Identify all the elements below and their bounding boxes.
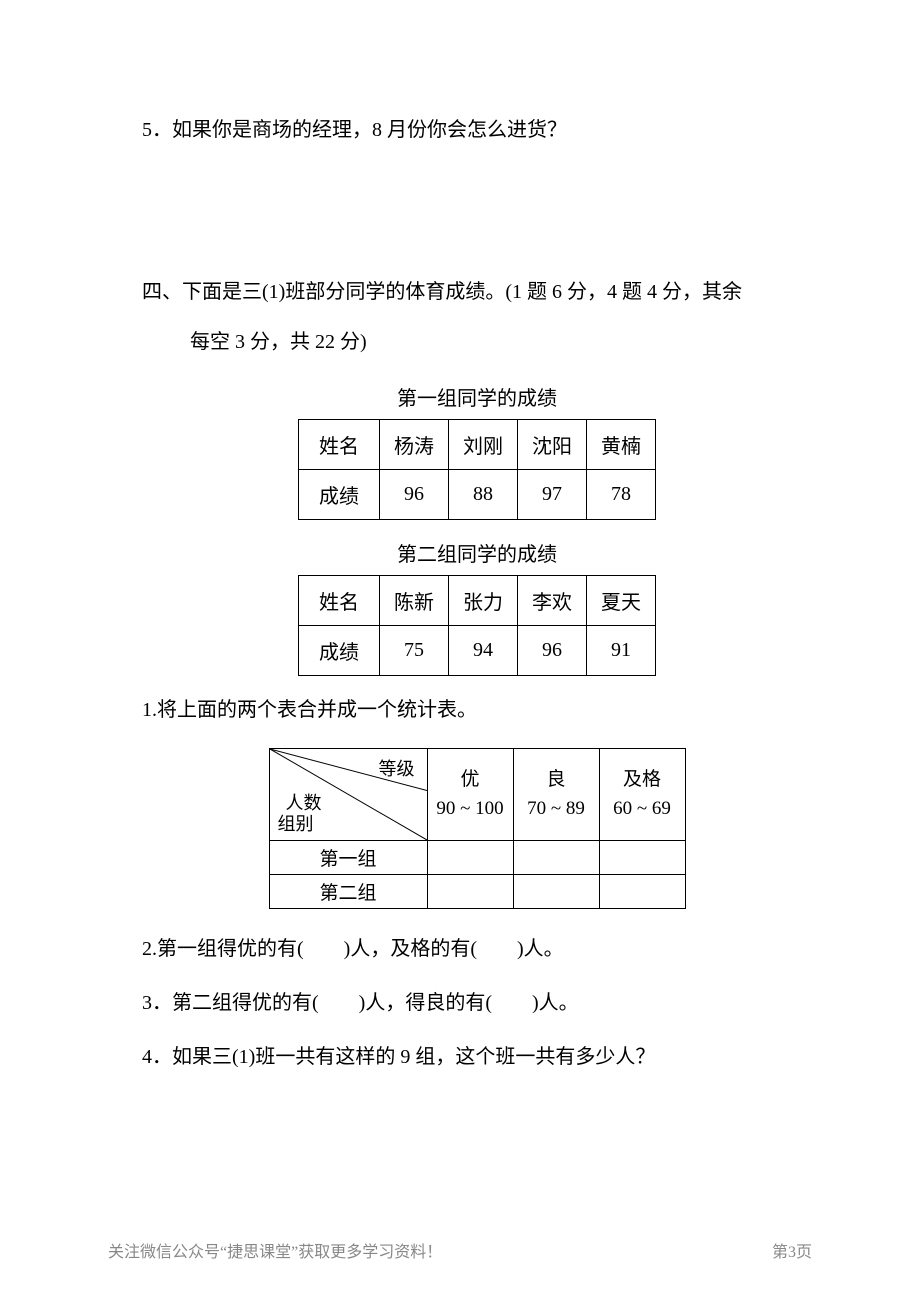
table-cell: 97 [518,470,587,520]
grade-header: 及格 60 ~ 69 [599,749,685,841]
table-cell: 75 [380,626,449,676]
table-row: 等级 人数 组别 优 90 ~ 100 良 70 ~ 89 及格 60 ~ 69 [269,749,685,841]
question-3: 3．第二组得优的有( )人，得良的有( )人。 [142,987,812,1019]
table-cell [427,841,513,875]
table-cell [427,875,513,909]
table-row: 成绩 96 88 97 78 [299,470,656,520]
table-cell: 91 [587,626,656,676]
section-4-subtitle: 每空 3 分，共 22 分) [142,326,812,358]
table-row: 姓名 杨涛 刘刚 沈阳 黄楠 [299,420,656,470]
table-cell: 姓名 [299,576,380,626]
grade-name: 良 [546,769,565,790]
table-cell: 夏天 [587,576,656,626]
table-cell [599,875,685,909]
grade-name: 优 [460,769,479,790]
table-row: 姓名 陈新 张力 李欢 夏天 [299,576,656,626]
table-cell: 成绩 [299,470,380,520]
footer-right: 第3页 [772,1238,812,1262]
diag-label-bot: 组别 [278,810,314,836]
footer-left: 关注微信公众号“捷思课堂”获取更多学习资料！ [108,1238,442,1262]
table-cell: 96 [380,470,449,520]
question-1: 1.将上面的两个表合并成一个统计表。 [142,694,812,726]
grade-header: 优 90 ~ 100 [427,749,513,841]
group-label: 第二组 [269,875,427,909]
table-row: 第一组 [269,841,685,875]
section-4-title: 四、下面是三(1)班部分同学的体育成绩。(1 题 6 分，4 题 4 分，其余 [142,276,812,308]
table-cell: 刘刚 [449,420,518,470]
grade-header: 良 70 ~ 89 [513,749,599,841]
table-cell [513,875,599,909]
table-cell: 陈新 [380,576,449,626]
question-5: 5．如果你是商场的经理，8 月份你会怎么进货？ [142,114,812,146]
diag-label-top: 等级 [379,755,415,781]
question-4: 4．如果三(1)班一共有这样的 9 组，这个班一共有多少人？ [142,1041,812,1073]
table2-caption: 第二组同学的成绩 [142,538,812,567]
table-cell: 沈阳 [518,420,587,470]
group-label: 第一组 [269,841,427,875]
table2: 姓名 陈新 张力 李欢 夏天 成绩 75 94 96 91 [298,575,656,676]
grade-range: 90 ~ 100 [436,798,503,819]
table-cell: 88 [449,470,518,520]
table-row: 第二组 [269,875,685,909]
table-cell [513,841,599,875]
summary-table: 等级 人数 组别 优 90 ~ 100 良 70 ~ 89 及格 60 ~ 69… [269,748,686,909]
table1-caption: 第一组同学的成绩 [142,382,812,411]
table-cell: 成绩 [299,626,380,676]
section-4: 四、下面是三(1)班部分同学的体育成绩。(1 题 6 分，4 题 4 分，其余 … [142,276,812,358]
diagonal-header-cell: 等级 人数 组别 [269,749,427,841]
question-2: 2.第一组得优的有( )人，及格的有( )人。 [142,933,812,965]
table-cell: 黄楠 [587,420,656,470]
grade-range: 70 ~ 89 [527,798,585,819]
table-cell: 96 [518,626,587,676]
table1: 姓名 杨涛 刘刚 沈阳 黄楠 成绩 96 88 97 78 [298,419,656,520]
table-cell: 张力 [449,576,518,626]
table-cell: 78 [587,470,656,520]
table-cell: 李欢 [518,576,587,626]
table-cell: 94 [449,626,518,676]
table-cell: 姓名 [299,420,380,470]
table-cell: 杨涛 [380,420,449,470]
grade-name: 及格 [623,769,661,790]
grade-range: 60 ~ 69 [613,798,671,819]
table-row: 成绩 75 94 96 91 [299,626,656,676]
table-cell [599,841,685,875]
